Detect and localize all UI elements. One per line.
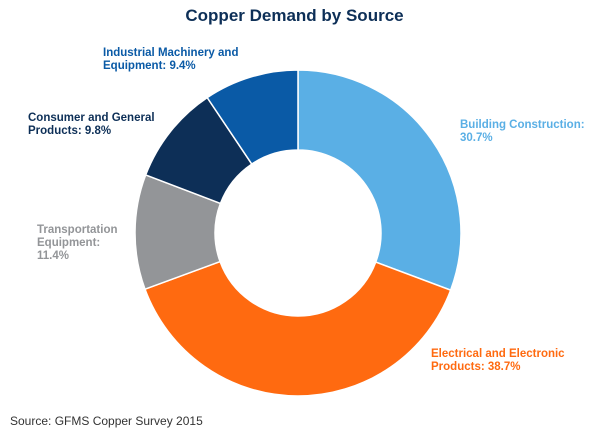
label-industrial-machinery-line1: Industrial Machinery and — [103, 47, 239, 59]
label-transportation-line2: Equipment: — [37, 237, 101, 249]
label-industrial-machinery-line2: Equipment: 9.4% — [103, 60, 196, 72]
slice-building-construction — [297, 69, 462, 292]
chart-title: Copper Demand by Source — [185, 6, 404, 25]
slice-electrical-and-electronic-products — [144, 260, 452, 397]
label-electrical-electronic-line2: Products: 38.7% — [431, 361, 521, 373]
label-building-construction-line2: 30.7% — [460, 132, 493, 144]
label-building-construction-line1: Building Construction: — [460, 119, 585, 131]
label-transportation-line1: Transportation — [37, 224, 118, 236]
slice-industrial-machinery-and-equipment — [206, 69, 299, 166]
label-consumer-general-line2: Products: 9.8% — [28, 125, 112, 137]
source-note: Source: GFMS Copper Survey 2015 — [10, 414, 203, 428]
label-electrical-electronic: Electrical and Electronic Products: 38.7… — [431, 348, 565, 374]
label-consumer-general-line1: Consumer and General — [28, 112, 155, 124]
label-electrical-electronic-line1: Electrical and Electronic — [431, 348, 565, 360]
label-consumer-general: Consumer and General Products: 9.8% — [28, 112, 155, 138]
label-industrial-machinery: Industrial Machinery and Equipment: 9.4% — [103, 47, 238, 73]
label-transportation-line3: 11.4% — [37, 250, 69, 262]
label-transportation: Transportation Equipment: 11.4% — [37, 224, 118, 263]
label-building-construction: Building Construction: 30.7% — [460, 119, 585, 145]
